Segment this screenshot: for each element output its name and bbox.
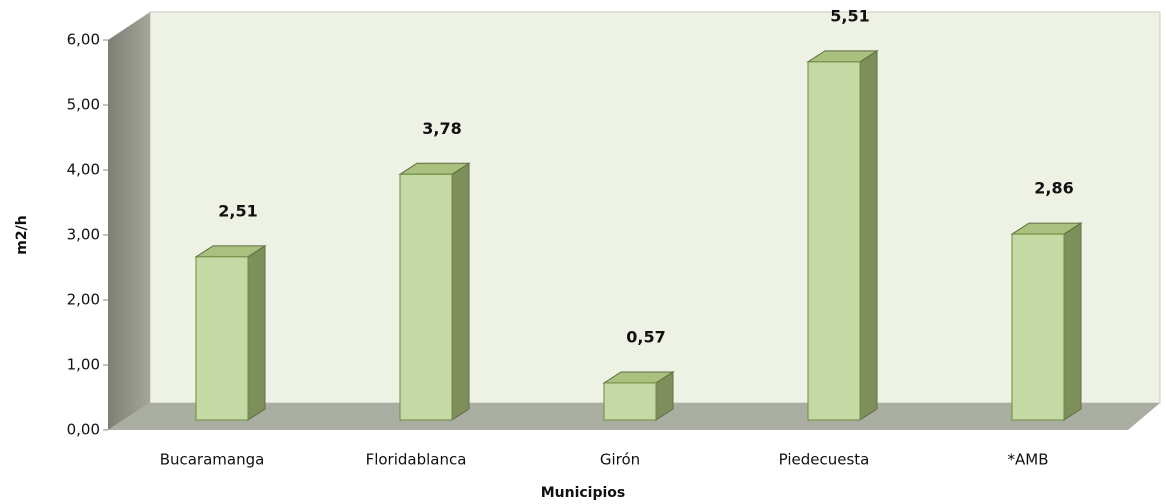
bar-front [603, 382, 657, 421]
x-tick-label: Girón [600, 451, 640, 469]
value-label: 2,86 [1034, 179, 1073, 198]
bar-side [451, 162, 470, 421]
bar-front [195, 256, 249, 421]
y-tick-label: 4,00 [67, 161, 100, 179]
bar [1010, 222, 1083, 421]
bar [194, 244, 267, 421]
value-label: 3,78 [422, 119, 461, 138]
value-label: 2,51 [218, 201, 257, 220]
bar [398, 162, 471, 421]
bar [602, 371, 675, 421]
bar-side [1063, 222, 1082, 421]
y-tick-label: 3,00 [67, 226, 100, 244]
bar-side [859, 49, 878, 421]
x-tick-label: Bucaramanga [160, 451, 265, 469]
y-tick-label: 1,00 [67, 356, 100, 374]
value-label: 5,51 [830, 6, 869, 25]
y-tick-label: 2,00 [67, 291, 100, 309]
bar-front [1011, 233, 1065, 421]
y-tick-label: 5,00 [67, 96, 100, 114]
bar [806, 49, 879, 421]
y-tick-label: 0,00 [67, 421, 100, 439]
x-tick-label: Floridablanca [366, 451, 467, 469]
x-tick-label: *AMB [1008, 451, 1049, 469]
y-tick-label: 6,00 [67, 31, 100, 49]
value-label: 0,57 [626, 327, 665, 346]
bar-front [807, 61, 861, 421]
x-tick-label: Piedecuesta [779, 451, 870, 469]
bar-front [399, 173, 453, 421]
y-axis-title: m2/h [14, 215, 30, 254]
bar-side [247, 244, 266, 421]
side-wall [108, 12, 150, 430]
x-axis-title: Municipios [541, 485, 626, 501]
